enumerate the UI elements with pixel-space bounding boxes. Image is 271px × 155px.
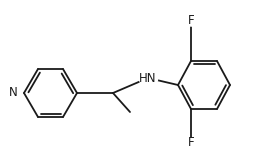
Text: HN: HN	[139, 71, 157, 84]
Text: F: F	[188, 13, 194, 27]
Text: N: N	[9, 86, 17, 100]
Text: F: F	[188, 137, 194, 150]
